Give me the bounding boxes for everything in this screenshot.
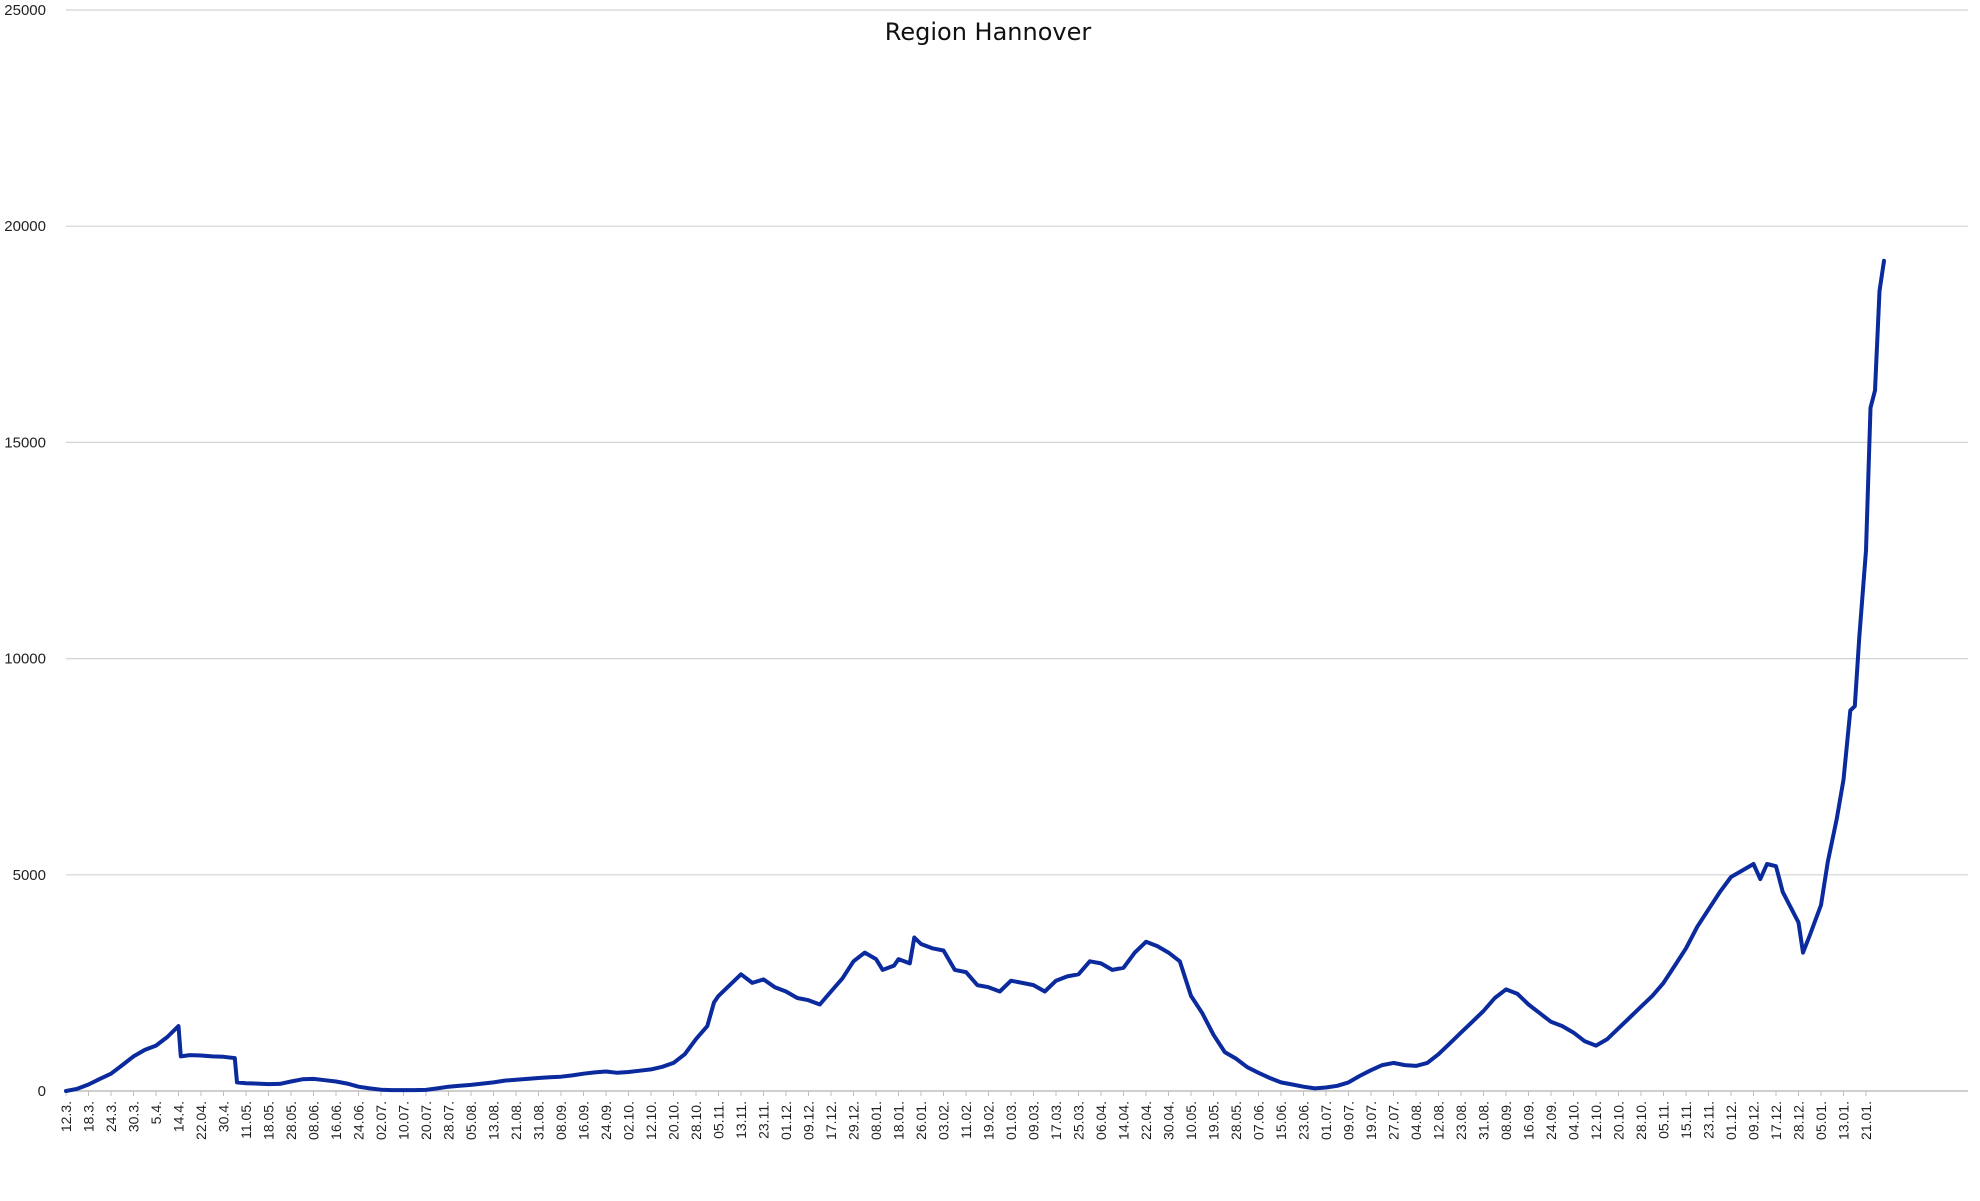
x-tick-label: 16.09. bbox=[1521, 1101, 1537, 1140]
x-tick-label: 04.10. bbox=[1566, 1101, 1582, 1140]
x-tick-label: 08.09. bbox=[553, 1101, 569, 1140]
x-tick-label: 23.11. bbox=[1701, 1101, 1717, 1139]
x-tick-label: 22.04. bbox=[193, 1101, 209, 1140]
x-tick-label: 15.11. bbox=[1678, 1101, 1694, 1139]
y-tick-label: 15000 bbox=[4, 434, 46, 451]
x-tick-label: 01.03. bbox=[1003, 1101, 1019, 1140]
x-tick-label: 17.12. bbox=[823, 1101, 839, 1140]
x-tick-label: 08.06. bbox=[306, 1101, 322, 1140]
y-tick-label: 20000 bbox=[4, 218, 46, 235]
x-tick-label: 11.02. bbox=[958, 1101, 974, 1139]
x-tick-label: 17.12. bbox=[1768, 1101, 1784, 1140]
x-tick-label: 20.10. bbox=[1611, 1101, 1627, 1140]
x-tick-label: 01.07. bbox=[1318, 1101, 1334, 1140]
x-tick-label: 09.07. bbox=[1341, 1101, 1357, 1140]
x-tick-label: 05.11. bbox=[1656, 1101, 1672, 1139]
x-tick-label: 20.10. bbox=[666, 1101, 682, 1140]
x-tick-label: 11.05. bbox=[238, 1101, 254, 1139]
x-tick-label: 09.12. bbox=[801, 1101, 817, 1140]
y-axis-ticks: 0 5000 10000 15000 20000 25000 bbox=[4, 2, 46, 1100]
series-layer bbox=[64, 258, 1886, 1093]
x-tick-label: 26.01. bbox=[913, 1101, 929, 1140]
x-tick-label: 30.4. bbox=[216, 1101, 232, 1132]
x-tick-label: 16.09. bbox=[576, 1101, 592, 1140]
x-tick-label: 12.3. bbox=[58, 1101, 74, 1132]
x-tick-label: 23.11. bbox=[756, 1101, 772, 1139]
y-tick-label: 0 bbox=[38, 1083, 46, 1100]
x-tick-label: 10.05. bbox=[1183, 1101, 1199, 1140]
y-tick-label: 25000 bbox=[4, 2, 46, 19]
x-tick-label: 12.08. bbox=[1431, 1101, 1447, 1140]
gridlines bbox=[66, 9, 1968, 1092]
x-tick-label: 14.4. bbox=[171, 1101, 187, 1132]
x-tick-label: 29.12. bbox=[846, 1101, 862, 1140]
chart-title: Region Hannover bbox=[885, 18, 1092, 46]
x-tick-label: 02.10. bbox=[621, 1101, 637, 1140]
x-tick-label: 19.07. bbox=[1363, 1101, 1379, 1140]
x-tick-label: 28.05. bbox=[1228, 1101, 1244, 1140]
x-tick-label: 21.01. bbox=[1858, 1101, 1874, 1140]
x-tick-label: 19.02. bbox=[981, 1101, 997, 1140]
x-tick-label: 01.12. bbox=[778, 1101, 794, 1140]
x-tick-label: 23.06. bbox=[1296, 1101, 1312, 1140]
x-tick-label: 28.12. bbox=[1791, 1101, 1807, 1140]
series-line-0 bbox=[64, 258, 1886, 1093]
x-tick-label: 05.08. bbox=[463, 1101, 479, 1140]
x-tick-label: 12.10. bbox=[643, 1101, 659, 1140]
x-tick-label: 22.04. bbox=[1138, 1101, 1154, 1140]
x-tick-label: 02.07. bbox=[373, 1101, 389, 1140]
x-tick-label: 25.03. bbox=[1071, 1101, 1087, 1140]
x-tick-label: 03.02. bbox=[936, 1101, 952, 1140]
x-tick-label: 13.08. bbox=[486, 1101, 502, 1140]
x-tick-label: 30.04. bbox=[1161, 1101, 1177, 1140]
x-tick-label: 18.01. bbox=[891, 1101, 907, 1140]
x-tick-label: 24.09. bbox=[598, 1101, 614, 1140]
x-axis-ticks: 12.3. 18.3. 24.3. 30.3. 5.4. 14.4. 22.04. 30.4.… bbox=[58, 1091, 1874, 1140]
x-tick-label: 09.03. bbox=[1026, 1101, 1042, 1140]
x-tick-label: 31.08. bbox=[1476, 1101, 1492, 1140]
x-tick-label: 31.08. bbox=[531, 1101, 547, 1140]
x-tick-label: 20.07. bbox=[418, 1101, 434, 1140]
x-tick-label: 30.3. bbox=[126, 1101, 142, 1132]
x-tick-label: 09.12. bbox=[1746, 1101, 1762, 1140]
x-tick-label: 04.08. bbox=[1408, 1101, 1424, 1140]
x-tick-label: 10.07. bbox=[396, 1101, 412, 1140]
x-tick-label: 13.11. bbox=[733, 1101, 749, 1139]
x-tick-label: 5.4. bbox=[148, 1101, 164, 1124]
x-tick-label: 01.12. bbox=[1723, 1101, 1739, 1140]
y-tick-label: 10000 bbox=[4, 651, 46, 668]
x-tick-label: 18.05. bbox=[261, 1101, 277, 1140]
x-tick-label: 14.04. bbox=[1116, 1101, 1132, 1140]
x-tick-label: 24.09. bbox=[1543, 1101, 1559, 1140]
y-tick-label: 5000 bbox=[13, 867, 46, 884]
x-tick-label: 24.06. bbox=[351, 1101, 367, 1140]
x-tick-label: 05.11. bbox=[711, 1101, 727, 1139]
x-tick-label: 28.10. bbox=[1633, 1101, 1649, 1140]
x-tick-label: 28.07. bbox=[441, 1101, 457, 1140]
x-tick-label: 28.05. bbox=[283, 1101, 299, 1140]
x-tick-label: 08.01. bbox=[868, 1101, 884, 1140]
x-tick-label: 24.3. bbox=[103, 1101, 119, 1132]
x-tick-label: 19.05. bbox=[1206, 1101, 1222, 1140]
x-tick-label: 13.01. bbox=[1836, 1101, 1852, 1140]
x-tick-label: 17.03. bbox=[1048, 1101, 1064, 1140]
x-tick-label: 27.07. bbox=[1386, 1101, 1402, 1140]
x-tick-label: 12.10. bbox=[1588, 1101, 1604, 1140]
x-tick-label: 16.06. bbox=[328, 1101, 344, 1140]
x-tick-label: 06.04. bbox=[1093, 1101, 1109, 1140]
x-tick-label: 23.08. bbox=[1453, 1101, 1469, 1140]
x-tick-label: 18.3. bbox=[81, 1101, 97, 1132]
x-tick-label: 05.01. bbox=[1813, 1101, 1829, 1140]
x-tick-label: 08.09. bbox=[1498, 1101, 1514, 1140]
x-tick-label: 07.06. bbox=[1251, 1101, 1267, 1140]
x-tick-label: 15.06. bbox=[1273, 1101, 1289, 1140]
x-tick-label: 21.08. bbox=[508, 1101, 524, 1140]
x-tick-label: 28.10. bbox=[688, 1101, 704, 1140]
